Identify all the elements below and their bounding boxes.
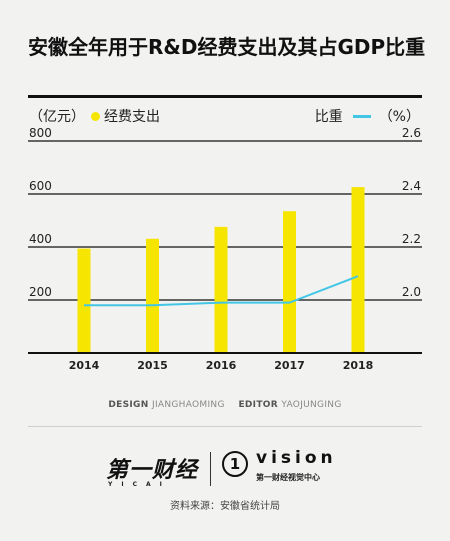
left-axis-unit: （亿元） [29,109,85,125]
x-tick-label: 2017 [274,359,305,372]
legend-left: （亿元） 经费支出 [29,106,160,126]
right-tick-label: 2.0 [402,285,421,299]
editor-label: EDITOR [238,400,278,410]
x-tick-label: 2016 [206,359,237,372]
bar [283,211,296,353]
chart-area: 800 600 400 200 2.6 2.4 2.2 2.0 2014 2015 2016 2017… [28,128,422,372]
legend-right: 比重 （%） [315,106,420,126]
bar [214,226,228,353]
bar [146,238,159,353]
yicai-logo: 第一财经 [106,458,199,483]
vision-mark-icon: 1 [222,451,248,477]
design-label: DESIGN [108,400,149,410]
right-axis-unit: （%） [378,109,420,125]
bar [77,248,91,353]
line-legend-swatch [352,114,371,118]
yicai-logo-subtext: YICAI [108,481,171,488]
line-legend-label: 比重 [314,109,343,125]
editor-name: YAOJUNGING [281,400,342,410]
bar-legend-label: 经费支出 [104,109,160,125]
left-tick-label: 800 [29,128,52,140]
design-name: JIANGHAOMING [151,400,225,410]
vision-logo-subtext: 第一财经视觉中心 [256,473,320,482]
left-tick-label: 600 [29,179,52,193]
right-tick-label: 2.4 [402,179,421,193]
right-tick-label: 2.6 [402,128,421,140]
x-tick-label: 2018 [343,359,374,372]
vision-logo: vision [256,448,337,468]
credits: DESIGN JIANGHAOMING EDITOR YAOJUNGING [0,400,450,410]
left-tick-label: 200 [29,285,52,299]
bar-legend-swatch [91,111,100,121]
bar [351,187,365,353]
footer-divider [28,426,422,427]
left-tick-label: 400 [29,232,52,246]
chart-title: 安徽全年用于R&D经费支出及其占GDP比重 [28,35,426,59]
right-tick-label: 2.2 [402,232,421,246]
logo-divider [210,452,211,486]
x-tick-label: 2014 [69,359,100,372]
x-tick-label: 2015 [137,359,168,372]
title-rule [28,95,422,98]
data-source: 资料来源：安徽省统计局 [170,501,280,512]
ratio-line [84,275,359,307]
